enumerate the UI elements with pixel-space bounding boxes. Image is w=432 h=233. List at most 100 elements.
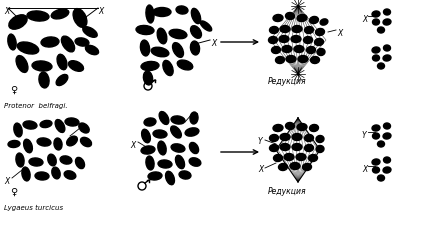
Ellipse shape [284,154,294,161]
Text: Y: Y [362,130,367,140]
Ellipse shape [310,17,318,24]
Ellipse shape [56,75,68,86]
Ellipse shape [273,154,283,161]
Ellipse shape [158,141,166,155]
Ellipse shape [291,35,301,42]
Ellipse shape [286,123,295,130]
Ellipse shape [270,27,279,34]
Ellipse shape [383,19,391,25]
Ellipse shape [372,125,380,131]
Ellipse shape [54,138,62,150]
Ellipse shape [52,167,60,179]
Text: X: X [4,7,9,17]
Ellipse shape [185,128,199,136]
Ellipse shape [163,60,173,75]
Ellipse shape [80,137,92,147]
Ellipse shape [372,159,380,165]
Ellipse shape [144,118,156,126]
Ellipse shape [191,41,200,55]
Ellipse shape [304,37,312,44]
Ellipse shape [48,154,56,166]
Ellipse shape [23,121,37,129]
Ellipse shape [270,134,279,141]
Ellipse shape [73,9,87,27]
Text: Редукция: Редукция [268,187,307,196]
Ellipse shape [372,19,379,25]
Ellipse shape [311,56,320,64]
Ellipse shape [67,136,77,146]
Text: X: X [130,140,135,150]
Ellipse shape [316,145,324,153]
Text: X: X [258,165,263,175]
Ellipse shape [314,38,324,45]
Text: X: X [362,14,367,24]
Ellipse shape [294,45,304,52]
Ellipse shape [79,123,89,133]
Text: Protenor  belfragi.: Protenor belfragi. [4,103,68,109]
Ellipse shape [297,14,307,21]
Ellipse shape [175,155,184,169]
Ellipse shape [286,55,296,62]
Ellipse shape [16,153,24,167]
Text: X: X [98,7,103,17]
Ellipse shape [191,26,201,38]
Ellipse shape [280,144,290,151]
Ellipse shape [75,38,89,46]
Text: X: X [362,164,367,174]
Ellipse shape [384,9,391,15]
Ellipse shape [159,112,169,124]
Ellipse shape [172,43,184,57]
Ellipse shape [378,27,384,33]
Ellipse shape [158,160,172,168]
Ellipse shape [298,55,308,62]
Ellipse shape [27,11,49,21]
Ellipse shape [141,146,155,154]
Ellipse shape [141,62,159,71]
Ellipse shape [372,133,379,139]
Ellipse shape [177,60,193,70]
Ellipse shape [372,47,380,53]
Ellipse shape [153,130,167,138]
Ellipse shape [189,142,199,154]
Ellipse shape [383,133,391,139]
Ellipse shape [296,154,306,161]
Ellipse shape [280,25,290,32]
Ellipse shape [60,156,72,164]
Ellipse shape [308,154,318,161]
Ellipse shape [32,61,52,71]
Ellipse shape [276,56,285,64]
Ellipse shape [69,61,83,71]
Ellipse shape [9,15,27,29]
Ellipse shape [24,139,32,153]
Ellipse shape [378,63,384,69]
Ellipse shape [136,25,154,34]
Ellipse shape [315,28,324,36]
Ellipse shape [8,140,20,147]
Ellipse shape [157,28,167,44]
Ellipse shape [76,157,85,169]
Ellipse shape [292,25,302,33]
Ellipse shape [383,167,391,173]
Ellipse shape [282,45,292,52]
Ellipse shape [191,8,200,24]
Ellipse shape [292,144,302,151]
Ellipse shape [64,171,76,179]
Ellipse shape [179,171,191,179]
Ellipse shape [279,35,289,42]
Ellipse shape [302,164,311,171]
Ellipse shape [383,55,391,61]
Ellipse shape [153,7,171,17]
Ellipse shape [372,167,379,173]
Ellipse shape [83,27,97,37]
Text: X: X [337,28,342,38]
Ellipse shape [40,120,52,128]
Ellipse shape [317,48,325,55]
Ellipse shape [171,144,185,152]
Ellipse shape [271,47,280,54]
Ellipse shape [189,158,201,166]
Ellipse shape [146,5,154,23]
Ellipse shape [270,144,279,151]
Text: ♀: ♀ [10,85,17,95]
Ellipse shape [86,45,98,55]
Ellipse shape [41,37,59,47]
